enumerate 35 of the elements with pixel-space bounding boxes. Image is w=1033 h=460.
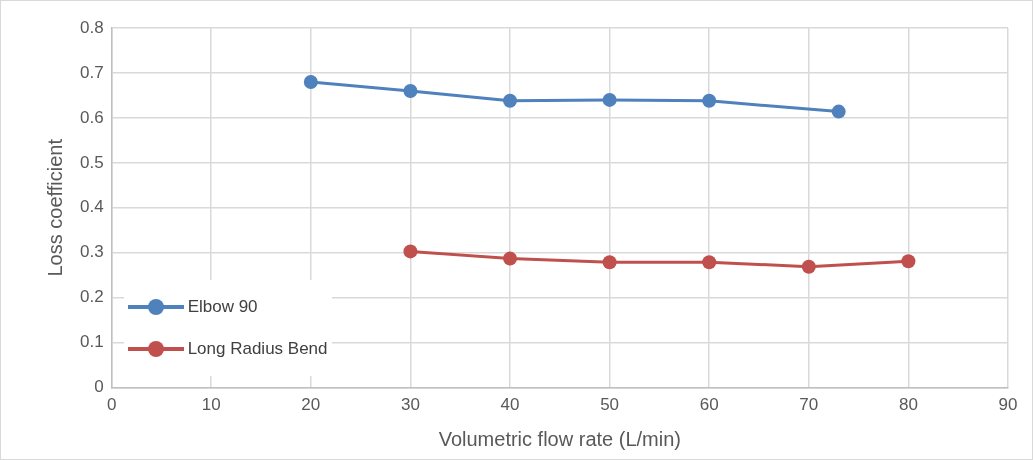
point	[901, 254, 916, 269]
x-tick-label: 20	[301, 395, 321, 415]
point	[503, 93, 518, 108]
y-tick-label: 0.3	[79, 242, 104, 262]
point	[503, 251, 518, 266]
x-tick-label: 30	[400, 395, 420, 415]
point	[602, 255, 617, 270]
y-tick-label: 0.7	[79, 62, 104, 82]
point	[801, 259, 816, 274]
point	[602, 92, 617, 107]
y-tick-label: 0.5	[79, 152, 104, 172]
x-tick-label: 60	[699, 395, 719, 415]
x-tick-label: 50	[600, 395, 620, 415]
x-tick-label: 10	[201, 395, 221, 415]
point	[831, 104, 846, 119]
x-tick-label: 80	[898, 395, 918, 415]
y-tick-label: 0	[94, 377, 104, 397]
point	[702, 255, 717, 270]
y-axis-title: Loss coefficient	[43, 138, 66, 277]
x-tick-label: 70	[799, 395, 819, 415]
point	[403, 83, 418, 98]
point	[303, 74, 318, 89]
point	[702, 93, 717, 108]
x-axis-title: Volumetric flow rate (L/min)	[438, 427, 681, 450]
y-tick-label: 0.2	[79, 287, 104, 307]
y-tick-label: 0.8	[79, 17, 104, 37]
y-tick-label: 0.4	[79, 197, 104, 217]
y-tick-label: 0.6	[79, 107, 104, 127]
point	[403, 244, 418, 259]
x-tick-label: 0	[106, 395, 117, 415]
legend-label: Elbow 90	[187, 296, 258, 317]
x-tick-label: 90	[998, 395, 1018, 415]
y-tick-label: 0.1	[79, 332, 104, 352]
x-tick-label: 40	[500, 395, 520, 415]
legend-label: Long Radius Bend	[187, 338, 328, 359]
